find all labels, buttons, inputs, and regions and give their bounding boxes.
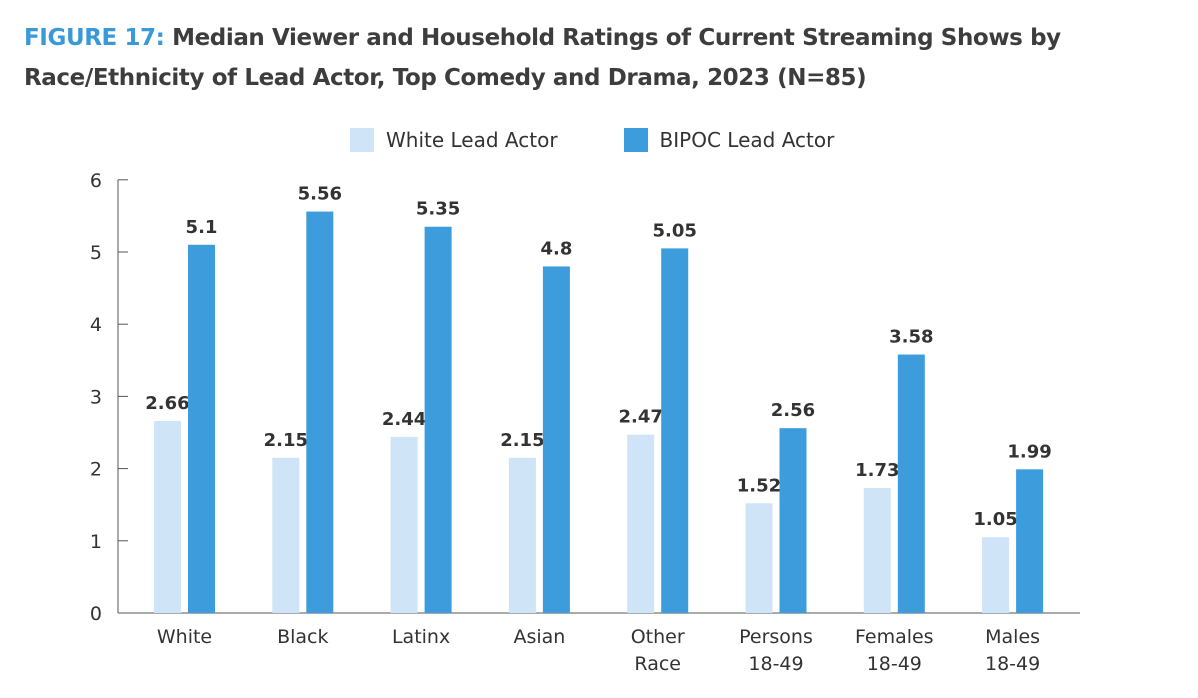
bar-white-lead — [390, 436, 418, 613]
bar-white-lead — [154, 420, 181, 613]
bar-bipoc-lead — [188, 244, 215, 613]
bar-white-lead — [982, 537, 1010, 613]
data-label: 2.15 — [264, 430, 308, 451]
x-tick-label: Females — [855, 626, 934, 648]
data-label: 5.1 — [186, 217, 218, 238]
chart-legend: White Lead Actor BIPOC Lead Actor — [350, 124, 900, 156]
data-label: 5.35 — [416, 199, 460, 220]
legend-label-bipoc-lead: BIPOC Lead Actor — [659, 128, 835, 152]
bar-white-lead — [272, 457, 300, 613]
legend-swatch-white-lead — [350, 128, 374, 152]
data-label: 2.47 — [618, 407, 662, 428]
x-tick-label: 18-49 — [748, 653, 803, 675]
bar-bipoc-lead — [424, 226, 452, 614]
x-tick-label: Other — [631, 626, 685, 648]
x-tick-label: 18-49 — [985, 653, 1040, 675]
bar-white-lead — [863, 488, 891, 613]
bar-bipoc-lead — [897, 354, 925, 613]
data-label: 2.15 — [500, 430, 544, 451]
data-label: 2.44 — [382, 409, 426, 430]
y-tick-label: 3 — [90, 386, 102, 408]
data-label: 1.99 — [1007, 441, 1051, 462]
bar-bipoc-lead — [661, 248, 689, 613]
bar-bipoc-lead — [1016, 469, 1044, 613]
data-label: 3.58 — [889, 327, 933, 348]
y-tick-label: 6 — [90, 170, 102, 192]
y-tick-label: 4 — [90, 314, 102, 336]
x-tick-label: Asian — [513, 626, 565, 648]
figure-title-text: Median Viewer and Household Ratings of C… — [24, 25, 1061, 91]
bar-bipoc-lead — [542, 266, 570, 613]
data-label: 5.05 — [652, 220, 696, 241]
figure-label: FIGURE 17: — [24, 25, 165, 51]
data-label: 1.05 — [973, 509, 1017, 530]
y-tick-label: 2 — [90, 459, 102, 481]
data-label: 2.56 — [771, 400, 815, 421]
x-tick-label: 18-49 — [867, 653, 922, 675]
x-tick-label: Black — [277, 626, 328, 648]
data-label: 4.8 — [540, 238, 572, 259]
bar-white-lead — [508, 457, 536, 613]
x-tick-label: Males — [985, 626, 1040, 648]
bar-white-lead — [745, 503, 773, 613]
data-label: 2.66 — [145, 393, 189, 414]
data-label: 1.52 — [737, 475, 781, 496]
x-tick-label: Persons — [739, 626, 813, 648]
legend-item-bipoc-lead: BIPOC Lead Actor — [623, 128, 835, 152]
x-tick-label: White — [157, 626, 212, 648]
y-tick-label: 0 — [90, 603, 102, 625]
x-tick-label: Latinx — [392, 626, 450, 648]
legend-item-white-lead: White Lead Actor — [350, 128, 558, 152]
bar-bipoc-lead — [306, 211, 334, 613]
x-tick-label: Race — [634, 653, 681, 675]
bar-bipoc-lead — [779, 428, 807, 613]
chart-title: FIGURE 17: Median Viewer and Household R… — [24, 18, 1184, 98]
data-label: 1.73 — [855, 460, 899, 481]
legend-label-white-lead: White Lead Actor — [386, 128, 558, 152]
data-label: 5.56 — [298, 184, 342, 205]
y-tick-label: 1 — [90, 531, 102, 553]
y-tick-label: 5 — [90, 242, 102, 264]
legend-swatch-bipoc-lead — [623, 128, 648, 152]
bar-white-lead — [627, 434, 655, 613]
